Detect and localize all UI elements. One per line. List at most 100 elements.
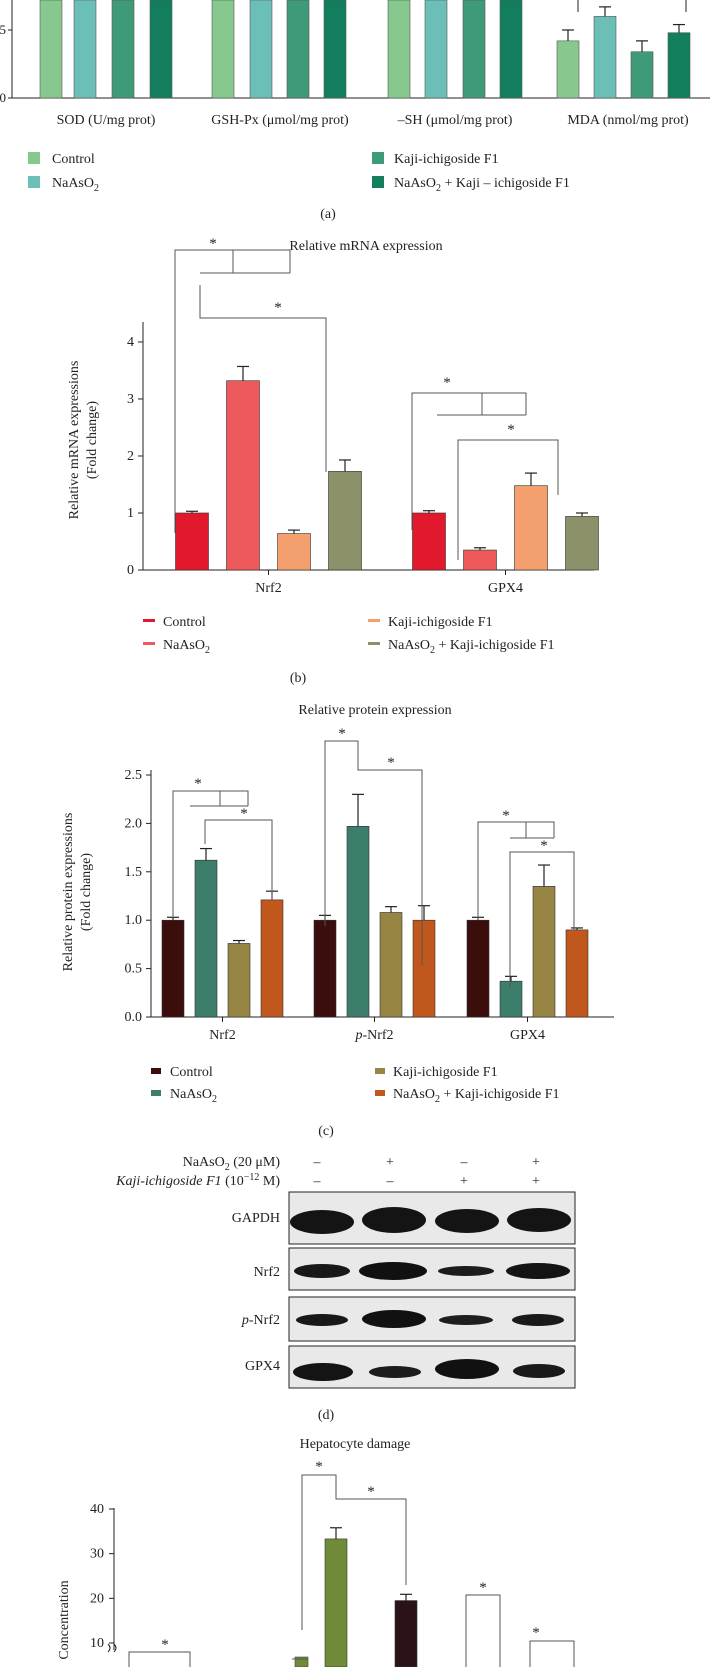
ytick-label: 3	[127, 392, 134, 407]
panel-e-sig-stars: * * * * *	[161, 1459, 540, 1653]
legend-swatch	[28, 152, 40, 164]
bar-c-p-nrf2-kaji-ichigoside-f1	[379, 912, 403, 1018]
bar-c-nrf2-naaso2	[194, 859, 218, 1018]
legend-swatch	[143, 619, 155, 622]
legend-c-control: Control	[170, 1065, 213, 1080]
bar-c-gpx4-control	[466, 919, 490, 1018]
ytick-label: 20	[90, 1591, 104, 1606]
bar-b-gpx4-naaso2-kaji-ichigoside-f1	[565, 516, 599, 571]
svg-text:+: +	[532, 1174, 540, 1189]
panel-c-category-labels: Nrf2 p-Nrf2 GPX4	[209, 1017, 545, 1043]
bar-e-cropped	[294, 1656, 309, 1667]
panel-e-ylabel: Concentration	[57, 1580, 72, 1659]
sig-star: *	[338, 726, 346, 742]
bar-c-nrf2-kaji-ichigoside-f1	[227, 943, 251, 1018]
panel-b: Relative mRNA expression Relative mRNA e…	[67, 236, 599, 686]
legend-c-kaji: Kaji-ichigoside F1	[393, 1065, 498, 1080]
panel-e-axis-break	[107, 1643, 117, 1653]
panel-b-title: Relative mRNA expression	[289, 239, 442, 254]
legend-a-control: Control	[52, 152, 95, 167]
bar-c-nrf2-naaso2-kaji-ichigoside-f1	[260, 899, 284, 1018]
panel-d: NaAsO2 (20 μM) Kaji-ichigoside F1 (10−12…	[115, 1155, 576, 1423]
legend-swatch	[151, 1090, 161, 1096]
bar-a-sh-control	[387, 0, 411, 99]
legend-b-kaji: Kaji-ichigoside F1	[388, 615, 493, 630]
bar-a-gsh-naaso2	[249, 0, 273, 99]
bar-c-p-nrf2-naaso2-kaji-ichigoside-f1	[412, 919, 436, 1018]
bar-c-p-nrf2-naaso2	[346, 826, 370, 1018]
blot-gpx4: GPX4	[245, 1345, 576, 1389]
bar-a-mda-control	[556, 40, 580, 99]
bar-b-nrf2-kaji-ichigoside-f1	[277, 533, 311, 571]
panel-b-y-label: Relative mRNA expressions (Fold change)	[67, 361, 100, 520]
bar-a-sod-kaji	[111, 0, 135, 99]
bar-a-sod-combo	[149, 0, 173, 99]
bar-c-gpx4-naaso2	[499, 980, 523, 1018]
panel-b-significance	[174, 249, 559, 560]
ytick-label: 0	[127, 563, 134, 578]
panel-a-label: (a)	[320, 207, 336, 222]
panel-b-sig-stars: * * * *	[209, 236, 515, 438]
panel-b-legend: Control NaAsO2 Kaji-ichigoside F1 NaAsO2…	[143, 615, 555, 656]
legend-a-kaji: Kaji-ichigoside F1	[394, 152, 499, 167]
legend-swatch	[375, 1090, 385, 1096]
sig-star: *	[367, 1484, 375, 1500]
legend-swatch	[368, 619, 380, 622]
ytick-label: 2.0	[125, 816, 143, 831]
legend-a-naaso2: NaAsO2	[52, 176, 99, 194]
panel-a-legend: Control NaAsO2 Kaji-ichigoside F1 NaAsO2…	[28, 152, 570, 194]
panel-a: 5 0 SOD (U/mg prot) GSH-Px (μmol/mg prot)…	[0, 0, 710, 222]
bar-a-gsh-kaji	[286, 0, 310, 99]
panel-d-label: (d)	[318, 1408, 335, 1423]
svg-text:–: –	[460, 1155, 469, 1170]
panel-c: Relative protein expression Relative pro…	[61, 703, 614, 1139]
legend-swatch	[372, 176, 384, 188]
legend-b-control: Control	[163, 615, 206, 630]
bar-a-sh-combo	[499, 0, 523, 99]
bar-a-gsh-combo	[323, 0, 347, 99]
sig-star: *	[274, 300, 282, 316]
panel-b-ylabel-line2: (Fold change)	[85, 401, 100, 479]
legend-swatch	[368, 642, 380, 645]
bar-b-nrf2-naaso2-kaji-ichigoside-f1	[328, 471, 362, 571]
blot-nrf2: Nrf2	[254, 1247, 576, 1291]
bar-c-p-nrf2-control	[313, 919, 337, 1018]
panel-c-y-label: Relative protein expressions (Fold chang…	[61, 813, 94, 972]
xtick-b-nrf2: Nrf2	[255, 581, 281, 596]
legend-a-combo: NaAsO2 + Kaji – ichigoside F1	[394, 176, 570, 194]
bar-a-sh-naaso2	[424, 0, 448, 99]
bar-e-naaso2-kaji-ichigoside-f1	[394, 1600, 418, 1667]
ytick-label: 10	[90, 1636, 104, 1651]
ytick-label: 1.5	[125, 865, 143, 880]
ytick-label: 4	[127, 335, 134, 350]
panel-e-y-ticks: 10 20 30 40	[90, 1502, 114, 1651]
xtick-b-gpx4: GPX4	[488, 581, 523, 596]
svg-text:–: –	[386, 1174, 395, 1189]
bar-c-gpx4-naaso2-kaji-ichigoside-f1	[565, 929, 589, 1018]
bar-b-gpx4-naaso2	[463, 549, 497, 571]
panel-c-ylabel-line1: Relative protein expressions	[61, 813, 76, 972]
panel-e-cropped-bars	[294, 1656, 309, 1667]
bar-a-mda-naaso2-kaji-ichigoside-f1	[667, 32, 691, 99]
bar-a-sod-control	[39, 0, 63, 99]
sig-star: *	[194, 776, 202, 792]
panel-b-y-ticks: 0 1 2 3 4	[127, 335, 143, 578]
ytick-label: 1	[127, 506, 134, 521]
blot-label-gpx4: GPX4	[245, 1359, 280, 1374]
legend-swatch	[151, 1068, 161, 1074]
panel-a-y-axis: 5 0	[0, 0, 13, 105]
panel-c-sig-stars: * * * * * *	[194, 726, 548, 854]
sig-star: *	[240, 806, 248, 822]
sig-star: *	[479, 1580, 487, 1596]
xtick-c-nrf2: Nrf2	[209, 1028, 235, 1043]
panel-c-bars	[161, 793, 589, 1018]
blot-row1-signs: – + – +	[313, 1155, 541, 1170]
ytick-label: 2.5	[125, 768, 143, 783]
bar-a-mda-kaji-ichigoside-f1	[630, 51, 654, 99]
bar-b-nrf2-naaso2	[226, 380, 260, 571]
svg-text:+: +	[386, 1155, 394, 1170]
sig-star: *	[161, 1637, 169, 1653]
panel-e-title: Hepatocyte damage	[300, 1437, 411, 1452]
bar-c-gpx4-kaji-ichigoside-f1	[532, 886, 556, 1018]
